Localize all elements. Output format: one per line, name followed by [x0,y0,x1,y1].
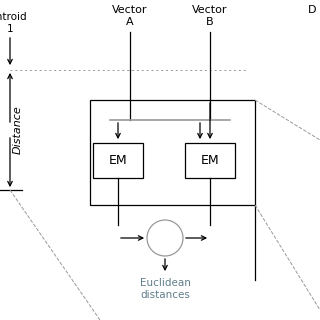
Text: D: D [308,5,316,15]
Text: EM: EM [109,154,127,166]
Text: Vector
A: Vector A [112,5,148,27]
Bar [93,142,143,178]
Text: Centroid: Centroid [0,12,27,22]
Text: Distance: Distance [13,106,23,154]
Text: Euclidean
distances: Euclidean distances [140,278,190,300]
Text: Vector
B: Vector B [192,5,228,27]
Bar [90,100,255,205]
Text: EM: EM [201,154,219,166]
Bar [185,142,235,178]
Text: 1: 1 [7,24,13,34]
